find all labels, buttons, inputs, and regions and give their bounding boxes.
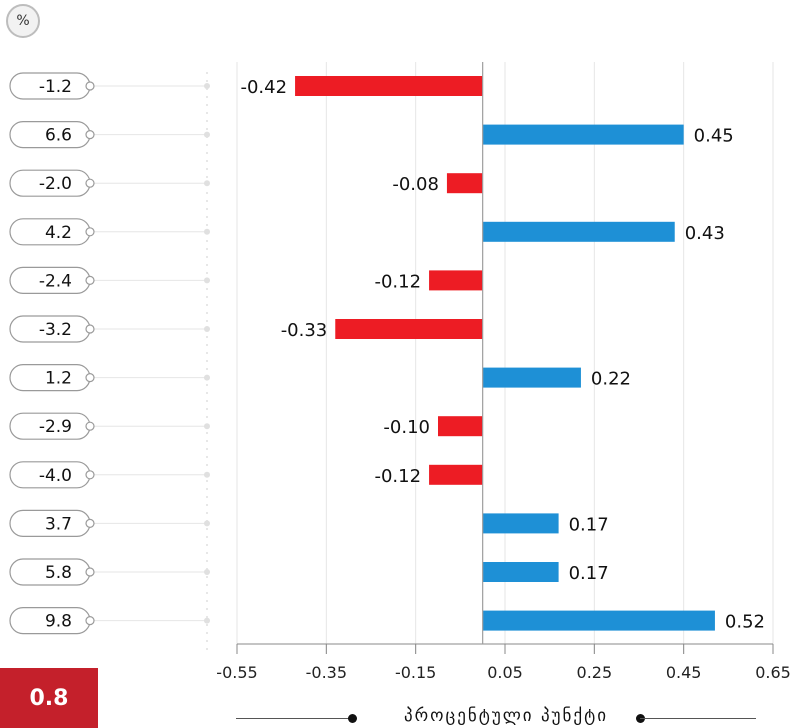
x-tick-label: -0.55 <box>216 663 257 682</box>
row-guide-dot <box>204 277 210 284</box>
axis-title-right-line <box>640 718 756 719</box>
bar-value-label: -0.33 <box>281 320 328 341</box>
x-tick-label: 0.05 <box>487 663 523 682</box>
percent-symbol: % <box>16 13 30 29</box>
x-tick-label: 0.45 <box>666 663 702 682</box>
row-label-knob <box>85 81 95 91</box>
bar <box>429 464 483 485</box>
row-label: 5.8 <box>45 563 72 583</box>
row-guide-dot <box>204 228 210 235</box>
bar-chart: -0.55 -0.35 -0.15 0.05 0.25 0.45 0.65 -1.2 -0.42… <box>9 62 791 682</box>
row-label: -2.9 <box>39 417 72 437</box>
row-label: -1.2 <box>39 77 72 97</box>
bar <box>429 270 483 291</box>
bar <box>482 513 559 534</box>
bar-value-label: -0.12 <box>374 271 421 292</box>
row-label: -4.0 <box>39 466 72 486</box>
x-tick-label: -0.35 <box>306 663 347 682</box>
row-label-knob <box>85 421 95 431</box>
row-guide-dot <box>204 131 210 138</box>
bar <box>482 562 559 582</box>
row-label: -2.4 <box>39 271 72 291</box>
axis-title-left-dot <box>348 714 357 723</box>
x-tick-label: -0.15 <box>395 663 436 682</box>
bar-value-label: 0.17 <box>569 563 609 584</box>
row-guide-dot <box>204 326 210 332</box>
row-label: 1.2 <box>45 369 72 389</box>
bar <box>482 610 715 631</box>
bar <box>482 221 675 242</box>
bar-value-label: -0.42 <box>240 77 287 98</box>
row-label-knob <box>85 130 95 140</box>
row-guide-dot <box>204 423 210 430</box>
row-label: 4.2 <box>45 223 72 243</box>
row-guide-dot <box>204 83 210 89</box>
row-label: -3.2 <box>39 320 72 340</box>
bar-value-label: 0.17 <box>569 514 609 535</box>
row-label: 3.7 <box>45 514 72 534</box>
percent-badge: % <box>6 4 40 38</box>
row-label: 9.8 <box>45 612 72 632</box>
summary-value-box: 0.8 <box>0 668 98 728</box>
summary-value: 0.8 <box>29 685 69 711</box>
bar <box>446 173 483 194</box>
row-label-knob <box>85 227 95 237</box>
bar-value-label: -0.12 <box>374 466 421 487</box>
axis-title-left-line <box>236 718 352 719</box>
bar-value-label: -0.10 <box>383 417 430 438</box>
row-guide-dot <box>204 180 210 187</box>
bar-value-label: 0.43 <box>685 223 725 244</box>
x-tick-label: 0.65 <box>755 663 791 682</box>
row-label-knob <box>85 275 95 285</box>
bar-value-label: -0.08 <box>392 174 439 195</box>
bar <box>295 76 483 96</box>
x-axis-title: პროცენტული პუნქტი <box>403 706 609 726</box>
row-guide-dot <box>204 471 210 478</box>
x-axis-title-group: პროცენტული პუნქტი <box>236 700 776 728</box>
row-label-knob <box>85 615 95 626</box>
row-label: 6.6 <box>45 126 72 146</box>
bar-value-label: 0.22 <box>591 369 631 390</box>
row-guide-dot <box>204 520 210 527</box>
row-guide-dot <box>204 569 210 575</box>
row-label: -2.0 <box>39 174 72 194</box>
bar-value-label: 0.52 <box>725 612 765 633</box>
row-guide-dot <box>204 617 210 624</box>
bar <box>482 367 581 388</box>
x-tick-label: 0.25 <box>577 663 613 682</box>
row-label-knob <box>85 470 95 480</box>
row-label-knob <box>85 518 95 529</box>
row-label-knob <box>85 178 95 188</box>
row-guide-dot <box>204 374 210 381</box>
row-label-knob <box>85 567 95 577</box>
bar <box>438 416 483 437</box>
bar-value-label: 0.45 <box>694 126 734 147</box>
bar <box>482 124 684 145</box>
row-label-knob <box>85 373 95 383</box>
bar <box>335 319 483 339</box>
row-label-knob <box>85 324 95 334</box>
